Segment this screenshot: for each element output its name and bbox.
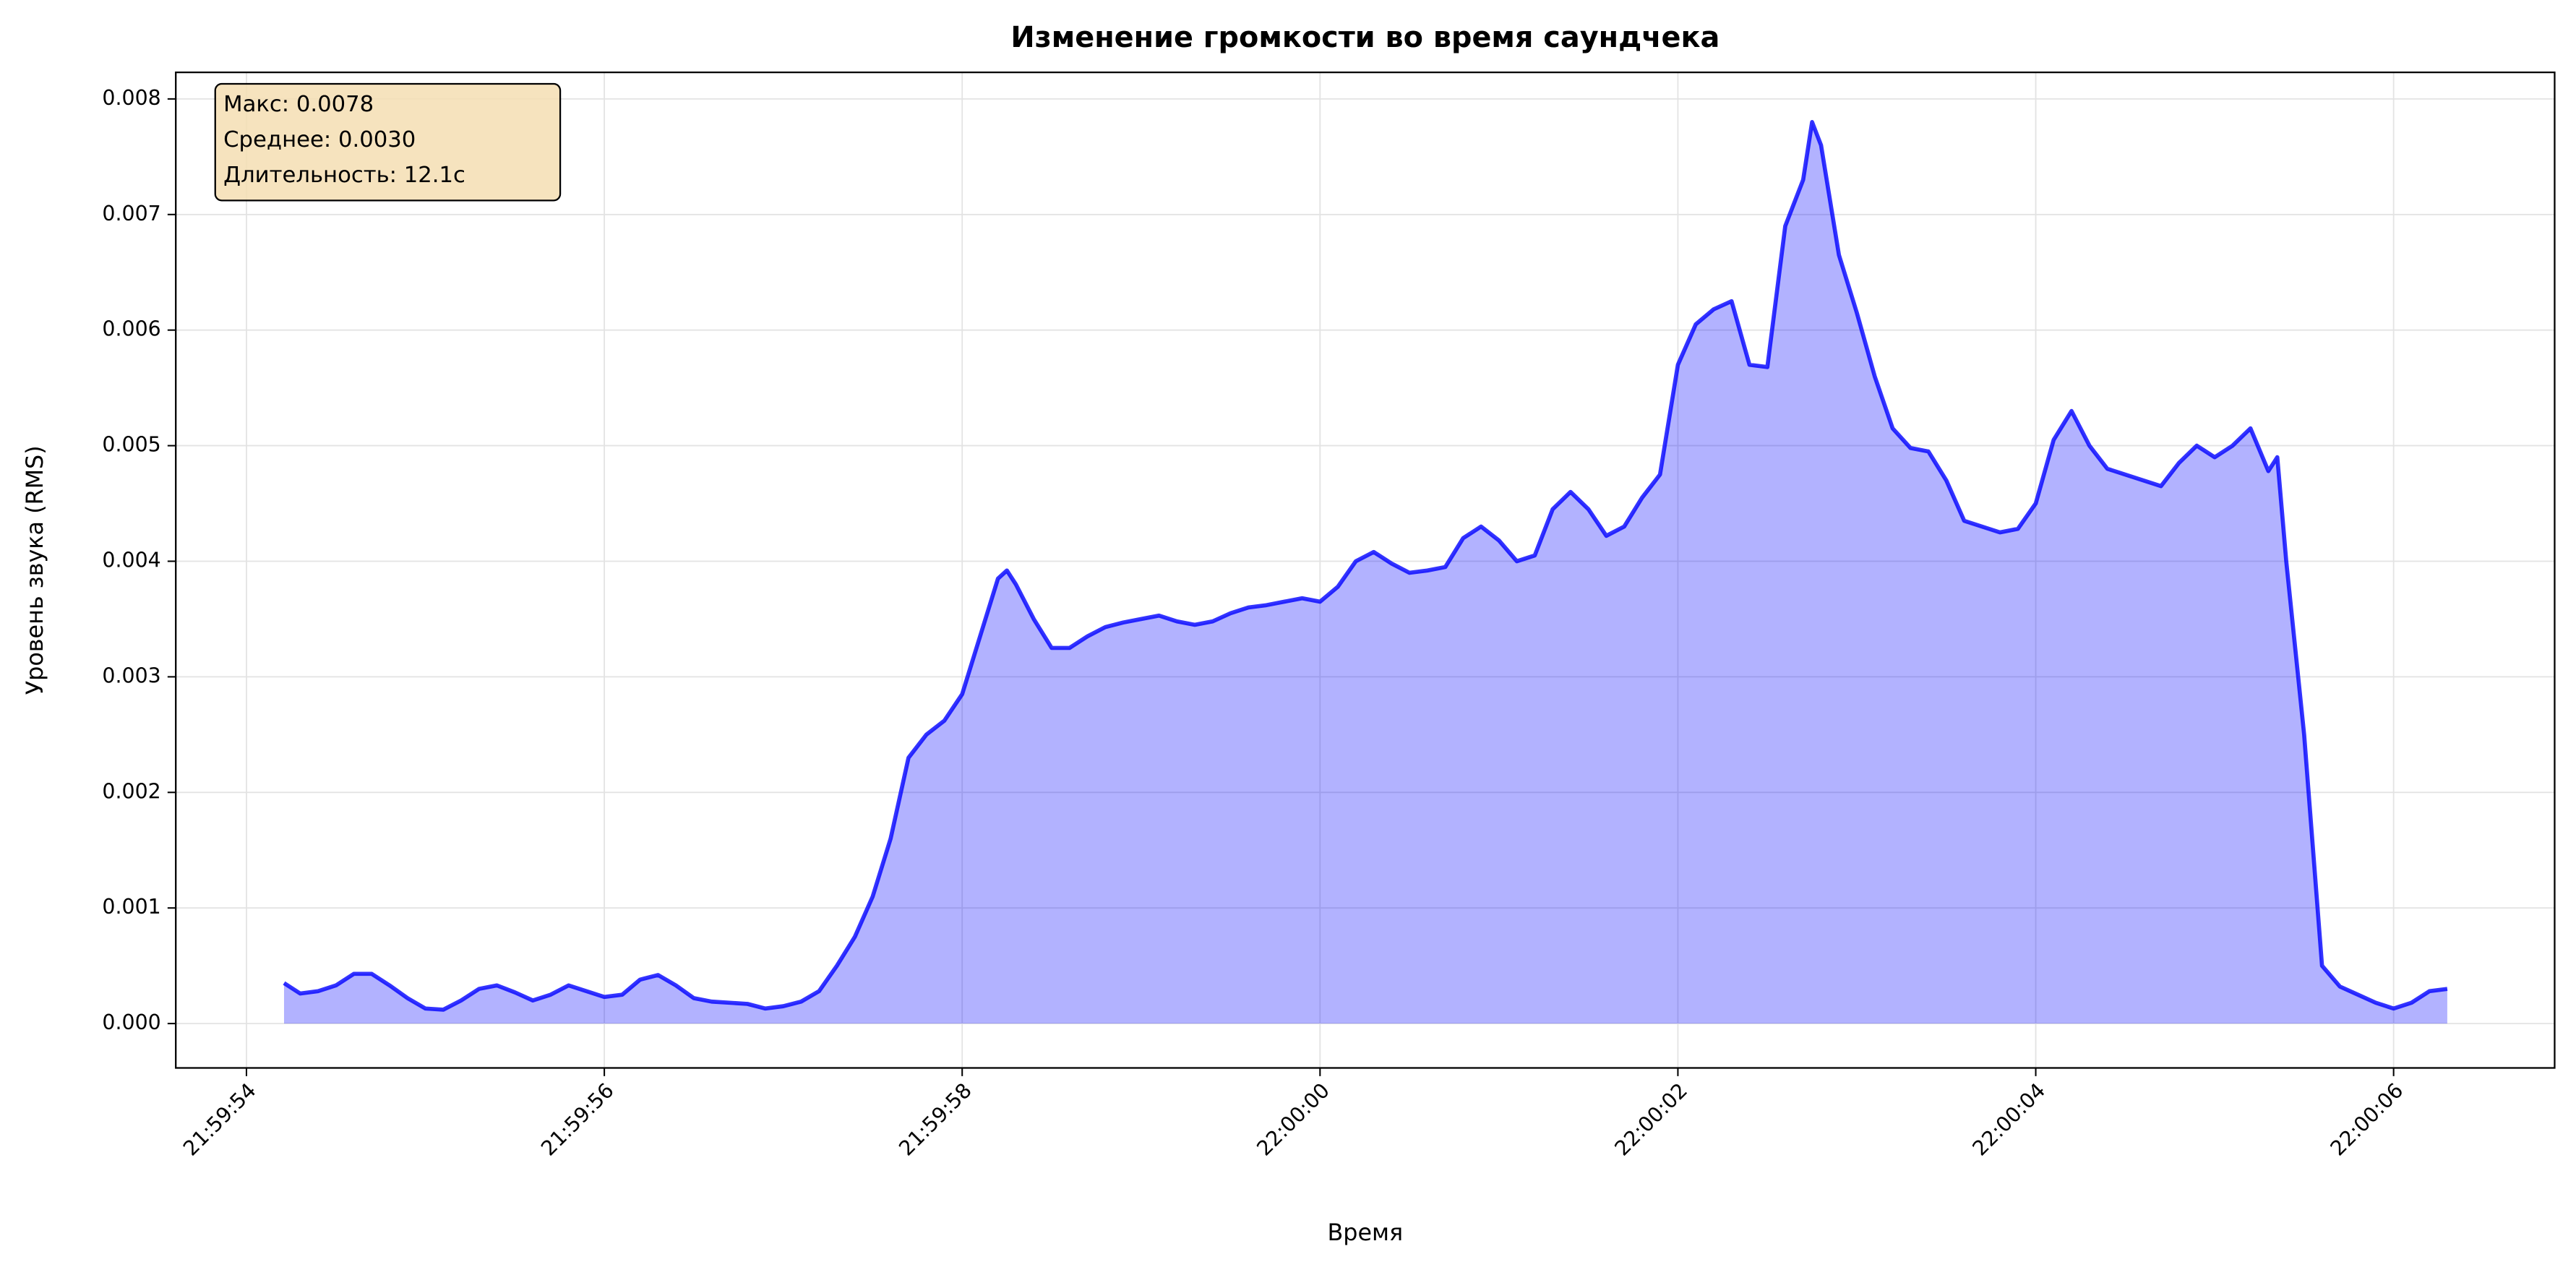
y-tick-label: 0.002: [102, 779, 160, 803]
y-tick-label: 0.006: [102, 317, 160, 341]
annotation-line: Среднее: 0.0030: [223, 127, 416, 153]
y-tick-label: 0.005: [102, 433, 160, 457]
y-tick-label: 0.008: [102, 86, 160, 110]
y-tick-label: 0.001: [102, 895, 160, 919]
x-axis-label: Время: [1327, 1219, 1403, 1246]
line: [283, 120, 2448, 1012]
chart-title: Изменение громкости во время саундчека: [1010, 21, 1720, 54]
y-tick-label: 0.000: [102, 1010, 160, 1034]
plot-frame: [175, 71, 2556, 1069]
y-tick-label: 0.007: [102, 202, 160, 226]
annotation-line: Длительность: 12.1с: [223, 163, 465, 188]
annotation-line: Макс: 0.0078: [223, 92, 374, 117]
y-axis-label: Уровень звука (RMS): [21, 445, 48, 695]
y-tick-label: 0.003: [102, 664, 160, 687]
annotation-box: [214, 82, 562, 202]
area: [283, 121, 2447, 1024]
y-tick-label: 0.004: [102, 548, 160, 572]
